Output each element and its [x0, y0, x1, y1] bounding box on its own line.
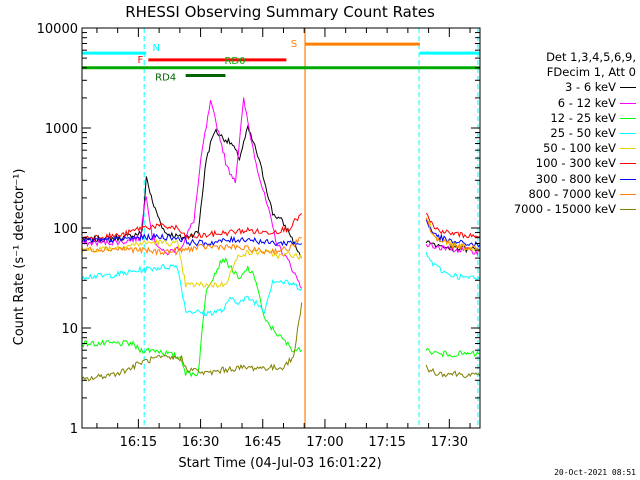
y-axis-label: Count Rate (s⁻¹ detector⁻¹) [12, 169, 27, 346]
series-12-25-kev [81, 257, 303, 378]
legend-label: 7000 - 15000 keV [513, 201, 616, 216]
legend-entry-25-50-kev: 25 - 50 keV [486, 126, 636, 141]
x-tick-label-16-30: 16:30 [182, 435, 219, 450]
legend-swatch [620, 148, 636, 150]
legend: Det 1,3,4,5,6,9, FDecim 1, Att 0 3 - 6 k… [486, 50, 636, 217]
series-300-800-kev [81, 232, 302, 248]
legend-label: 6 - 12 keV [557, 95, 616, 110]
legend-swatch [620, 178, 636, 180]
date-stamp: 20-Oct-2021 08:51 [554, 468, 636, 477]
legend-label: 3 - 6 keV [565, 80, 616, 95]
y-tick-label-10: 10 [61, 322, 78, 337]
series-late-12-25-kev [425, 347, 481, 358]
chart-title: RHESSI Observing Summary Count Rates [125, 3, 435, 21]
x-tick-label-17-30: 17:30 [431, 435, 468, 450]
x-tick-label-16-15: 16:15 [120, 435, 157, 450]
y-tick-label-1000: 1000 [45, 122, 78, 137]
x-axis-label: Start Time (04-Jul-03 16:01:22) [178, 456, 381, 471]
legend-swatch [620, 193, 636, 195]
legend-entry-3-6-kev: 3 - 6 keV [486, 80, 636, 95]
series-50-100-kev [81, 238, 303, 289]
state-label-f: F [137, 55, 143, 66]
series-late-800-7000-kev [425, 217, 481, 251]
state-label-rd4: RD4 [155, 72, 176, 83]
series-3-6-kev [81, 124, 303, 259]
legend-swatch [620, 132, 636, 134]
y-tick-label-1: 1 [70, 422, 78, 437]
series-late-100-300-kev [425, 212, 481, 239]
legend-entry-300-800-kev: 300 - 800 keV [486, 172, 636, 187]
legend-entry-50-100-kev: 50 - 100 keV [486, 141, 636, 156]
series-800-7000-kev [81, 237, 302, 257]
legend-swatch [620, 117, 636, 119]
legend-entry-12-25-kev: 12 - 25 keV [486, 111, 636, 126]
legend-label: 800 - 7000 keV [528, 186, 616, 201]
state-label-rd0: RD0 [224, 56, 245, 67]
series-6-12-kev [81, 97, 303, 289]
plot-area: NF S RD0 RD4 [81, 28, 481, 428]
legend-items: 3 - 6 keV 6 - 12 keV 12 - 25 keV 25 - 50 ke… [486, 80, 636, 217]
x-tick-label-16-45: 16:45 [244, 435, 281, 450]
y-tick-label-100: 100 [53, 222, 78, 237]
series-25-50-kev [81, 263, 303, 317]
series-100-300-kev [81, 213, 303, 241]
legend-label: 50 - 100 keV [543, 141, 616, 156]
legend-swatch [620, 208, 636, 210]
series-late-300-800-kev [425, 219, 481, 248]
legend-header-line-1: Det 1,3,4,5,6,9, [546, 50, 636, 64]
legend-entry-100-300-kev: 100 - 300 keV [486, 156, 636, 171]
legend-entry-7000-15000-kev: 7000 - 15000 keV [486, 202, 636, 217]
series-7000-15000-kev [81, 302, 303, 382]
legend-swatch [620, 102, 636, 104]
series-late-25-50-kev [425, 251, 481, 281]
x-tick-label-17-15: 17:15 [368, 435, 405, 450]
legend-swatch [620, 163, 636, 165]
state-label-n: N [153, 43, 160, 54]
legend-entry-6-12-kev: 6 - 12 keV [486, 96, 636, 111]
legend-label: 12 - 25 keV [550, 110, 616, 125]
y-tick-label-10000: 10000 [37, 22, 78, 37]
state-label-s: S [291, 39, 297, 50]
legend-header-line-2: FDecim 1, Att 0 [546, 65, 636, 80]
legend-label: 100 - 300 keV [535, 156, 616, 171]
series-late-7000-15000-kev [425, 364, 481, 379]
legend-swatch [620, 87, 636, 89]
legend-entry-800-7000-kev: 800 - 7000 keV [486, 187, 636, 202]
series-late-6-12-kev [425, 241, 481, 256]
axes: 1 10 100 1000 10000 16:15 16:30 16:45 17:00 17:15… [37, 22, 481, 450]
x-tick-label-17-00: 17:00 [306, 435, 343, 450]
legend-label: 300 - 800 keV [535, 171, 616, 186]
legend-label: 25 - 50 keV [550, 125, 616, 140]
